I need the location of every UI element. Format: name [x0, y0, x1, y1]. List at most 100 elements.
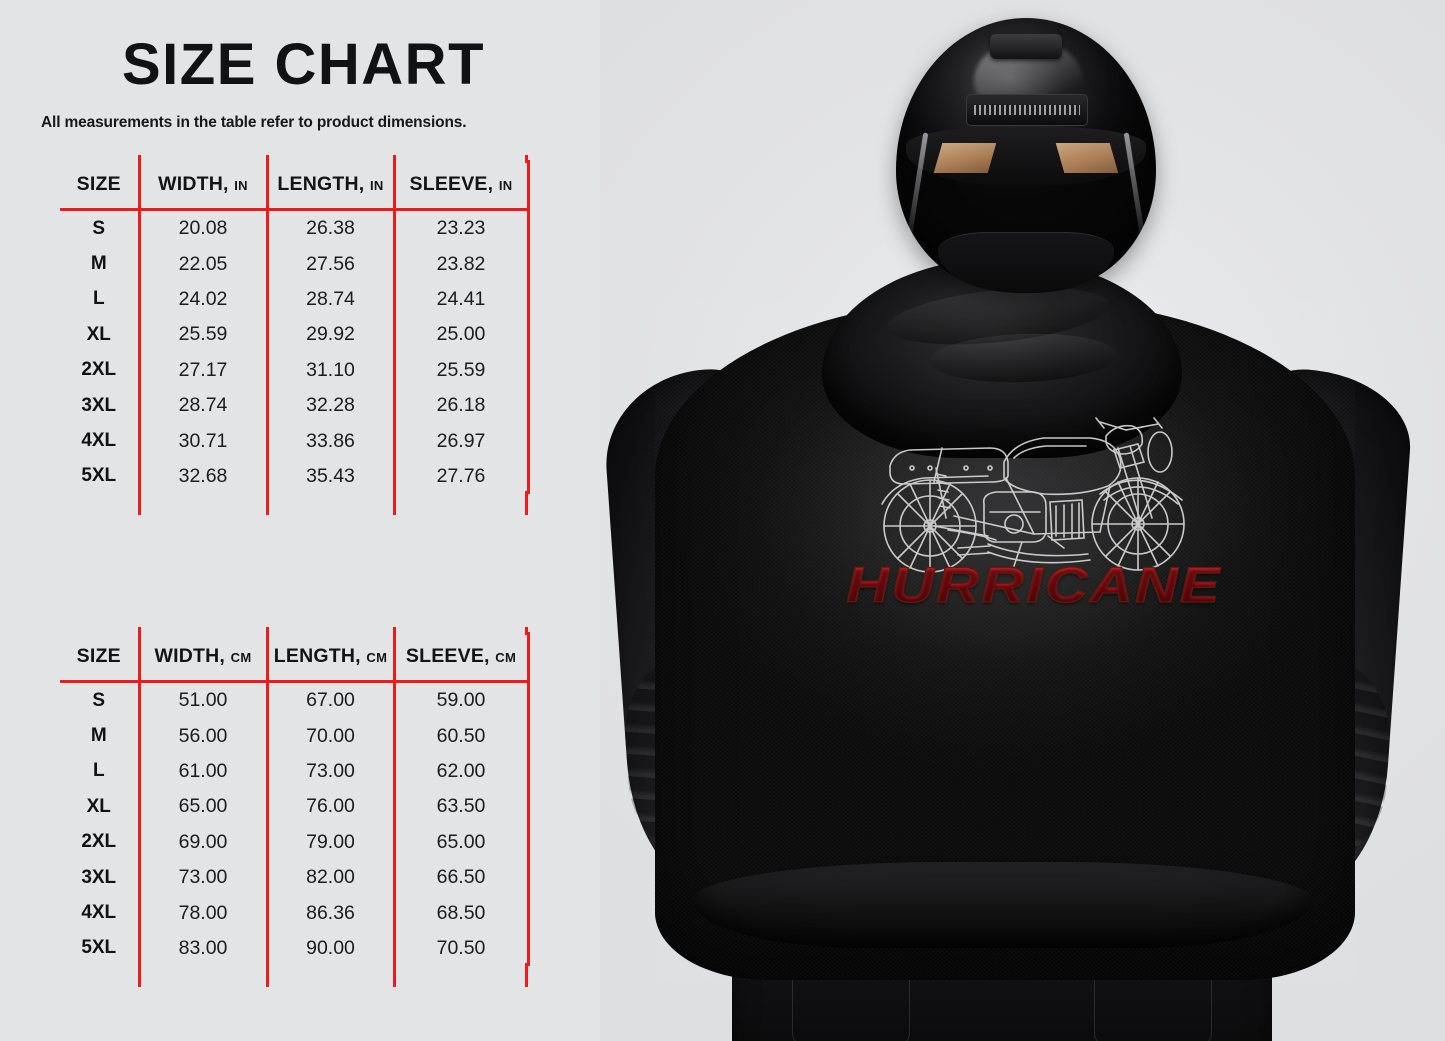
table-row: S 51.00 67.00 59.00: [60, 681, 530, 719]
column-header-size: SIZE: [60, 632, 139, 683]
cell-length: 86.36: [265, 895, 394, 931]
cell-sleeve: 26.97: [392, 423, 530, 459]
cell-length: 73.00: [265, 753, 394, 790]
table-row: L 24.02 28.74 24.41: [60, 281, 530, 318]
cell-size: 5XL: [81, 937, 117, 959]
cell-length: 27.56: [265, 246, 394, 282]
table-row: 2XL 69.00 79.00 65.00: [60, 824, 530, 860]
cell-sleeve: 24.41: [392, 281, 530, 318]
column-header-length: LENGTH, CM: [265, 632, 394, 683]
cell-sleeve: 60.50: [392, 718, 530, 754]
cell-size: 3XL: [81, 866, 117, 888]
column-header-label: LENGTH,: [273, 644, 361, 667]
cell-sleeve: 26.18: [392, 387, 530, 424]
table-row: 4XL 78.00 86.36 68.50: [60, 895, 530, 931]
table-body: S 51.00 67.00 59.00 M 56.00 70.00 60.50 …: [60, 681, 530, 967]
rule-stub: [138, 491, 141, 515]
size-table-inches: SIZE WIDTH, IN LENGTH, IN SLEEVE, IN: [60, 160, 530, 495]
cell-sleeve: 63.50: [392, 789, 530, 825]
cell-width: 51.00: [137, 681, 267, 719]
cell-length: 32.28: [265, 387, 394, 424]
helmet-chin-bar: [937, 231, 1115, 293]
cell-width: 22.05: [137, 246, 267, 282]
product-photo: HURRICANE HURRICANE: [600, 0, 1445, 1041]
rule-stub: [138, 627, 141, 635]
cell-width: 73.00: [137, 859, 267, 896]
rule-stub: [525, 963, 528, 987]
table-row: 3XL 73.00 82.00 66.50: [60, 859, 530, 896]
cell-size: M: [90, 725, 107, 747]
table-row: L 61.00 73.00 62.00: [60, 753, 530, 790]
cell-size: L: [92, 288, 105, 310]
cell-sleeve: 68.50: [392, 895, 530, 931]
rule-stub: [138, 963, 141, 987]
column-header-length: LENGTH, IN: [265, 160, 394, 211]
cell-width: 25.59: [137, 317, 267, 353]
cell-length: 35.43: [265, 458, 394, 495]
cell-size: 2XL: [81, 359, 117, 381]
print-wordmark-outline: HURRICANE: [846, 556, 1222, 613]
helmet-spoiler: [989, 34, 1063, 59]
cell-width: 20.08: [137, 209, 267, 247]
rule-stub: [393, 491, 396, 515]
table-row: 3XL 28.74 32.28 26.18: [60, 387, 530, 424]
page-title: SIZE CHART: [122, 32, 485, 97]
column-header-label: SIZE: [76, 644, 121, 667]
cell-sleeve: 25.59: [392, 352, 530, 388]
rule-stub: [138, 155, 141, 163]
cell-length: 26.38: [265, 209, 394, 247]
table-row: 5XL 32.68 35.43 27.76: [60, 458, 530, 495]
table-header-row: SIZE WIDTH, IN LENGTH, IN SLEEVE, IN: [60, 160, 530, 211]
column-header-label: WIDTH,: [158, 172, 229, 195]
size-table-cm: SIZE WIDTH, CM LENGTH, CM SLEEVE, CM: [60, 632, 530, 967]
cell-length: 67.00: [265, 681, 394, 719]
rule-stub: [393, 963, 396, 987]
cell-width: 27.17: [137, 352, 267, 388]
column-header-width: WIDTH, CM: [137, 632, 267, 683]
cell-sleeve: 23.82: [392, 246, 530, 282]
cell-size: 2XL: [81, 831, 117, 853]
table-row: XL 25.59 29.92 25.00: [60, 317, 530, 353]
helmet-reflector-left: [933, 143, 996, 174]
cell-width: 78.00: [137, 895, 267, 931]
table-row: M 56.00 70.00 60.50: [60, 718, 530, 754]
hoodie-back-print: HURRICANE HURRICANE: [838, 408, 1230, 628]
cell-width: 24.02: [137, 281, 267, 318]
cell-length: 82.00: [265, 859, 394, 896]
chart-subtitle: All measurements in the table refer to p…: [41, 114, 467, 131]
column-header-label: SLEEVE,: [409, 172, 494, 195]
cell-length: 31.10: [265, 352, 394, 388]
motorcycle-line-art-icon: [838, 408, 1230, 576]
table-row: 4XL 30.71 33.86 26.97: [60, 423, 530, 459]
cell-size: XL: [86, 795, 111, 817]
cell-sleeve: 27.76: [392, 458, 530, 495]
cell-length: 33.86: [265, 423, 394, 459]
cell-length: 76.00: [265, 789, 394, 825]
column-header-sleeve: SLEEVE, IN: [392, 160, 530, 211]
helmet-vent: [966, 94, 1088, 127]
hoodie-hem: [692, 862, 1312, 948]
rule-stub: [525, 627, 528, 635]
column-header-label: LENGTH,: [277, 172, 365, 195]
cell-length: 70.00: [265, 718, 394, 754]
table-row: S 20.08 26.38 23.23: [60, 209, 530, 247]
cell-sleeve: 59.00: [392, 681, 530, 719]
column-header-unit: CM: [495, 649, 517, 665]
cell-length: 28.74: [265, 281, 394, 318]
cell-width: 61.00: [137, 753, 267, 790]
rule-stub: [525, 155, 528, 163]
table-row: XL 65.00 76.00 63.50: [60, 789, 530, 825]
cell-size: 4XL: [81, 902, 117, 924]
column-header-unit: IN: [370, 177, 384, 193]
column-header-sleeve: SLEEVE, CM: [392, 632, 530, 683]
rule-stub: [393, 627, 396, 635]
cell-width: 83.00: [137, 930, 267, 967]
helmet-reflector-right: [1056, 143, 1119, 174]
cell-length: 90.00: [265, 930, 394, 967]
table-body: S 20.08 26.38 23.23 M 22.05 27.56 23.82 …: [60, 209, 530, 495]
cell-width: 28.74: [137, 387, 267, 424]
column-header-unit: IN: [234, 177, 248, 193]
cell-width: 56.00: [137, 718, 267, 754]
column-header-unit: CM: [366, 649, 388, 665]
